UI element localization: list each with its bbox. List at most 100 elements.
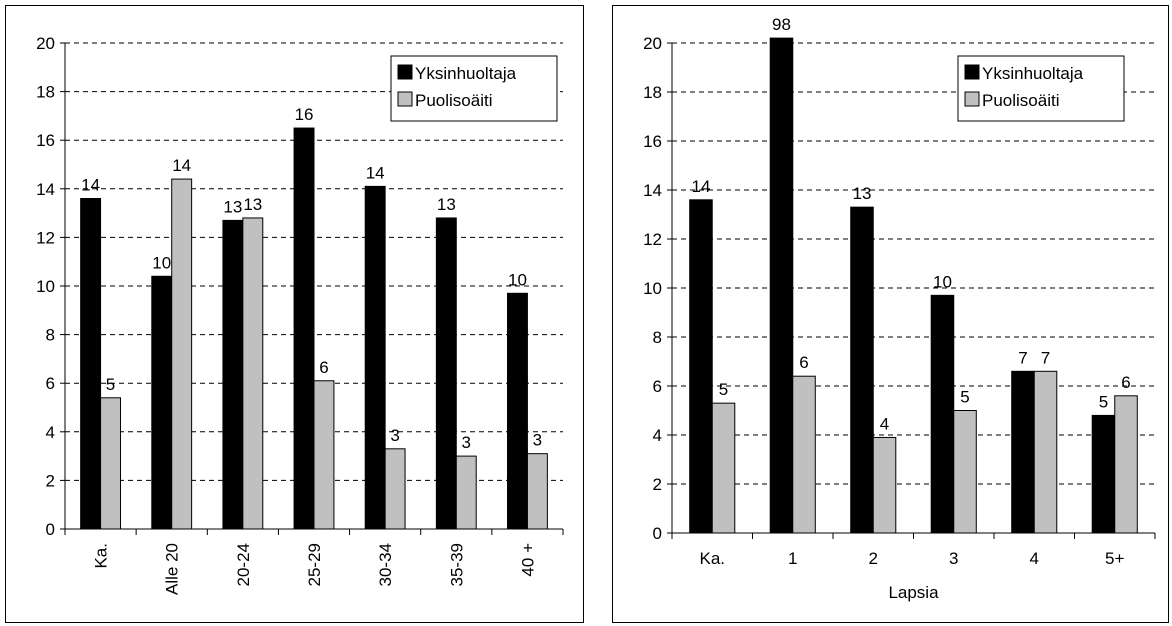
legend-swatch bbox=[964, 91, 980, 107]
children-count-chart-panel: 0 2 4 6 8 10 12 14 16 18 20 14 98 13 10 7 5 5 6 4 5 7 6 Ka. 1 2 3 4… bbox=[612, 5, 1169, 623]
bar-puolisoäiti bbox=[526, 453, 548, 530]
y-tick-label: 12 bbox=[36, 228, 55, 247]
y-tick-label: 16 bbox=[643, 132, 662, 151]
y-tick-label: 0 bbox=[653, 524, 662, 543]
x-tick-label: Alle 20 bbox=[163, 543, 182, 595]
legend-label: Puolisoäiti bbox=[415, 91, 493, 110]
x-tick-label: Ka. bbox=[92, 543, 111, 569]
bar-puolisoäiti bbox=[455, 455, 477, 530]
bar-puolisoäiti bbox=[313, 380, 335, 530]
data-label: 5 bbox=[960, 388, 969, 407]
y-tick-label: 6 bbox=[46, 374, 55, 393]
y-tick-label: 20 bbox=[36, 34, 55, 53]
data-label: 5 bbox=[719, 380, 728, 399]
bar-puolisoäiti bbox=[384, 448, 406, 530]
y-tick-label: 6 bbox=[653, 377, 662, 396]
bar-puolisoäiti bbox=[792, 375, 816, 534]
age-group-bar-chart: 0 2 4 6 8 10 12 14 16 18 20 14 10 13 16 14 13 10 5 14 13 6 3 3 3… bbox=[36, 34, 564, 595]
x-tick-label: 30-34 bbox=[376, 543, 395, 586]
bar-yksinhuoltaja bbox=[364, 185, 386, 530]
x-tick-label: 20-24 bbox=[234, 543, 253, 586]
x-tick-label: 1 bbox=[788, 549, 797, 568]
y-tick-label: 14 bbox=[643, 181, 662, 200]
y-tick-label: 4 bbox=[653, 426, 662, 445]
bar-yksinhuoltaja bbox=[1091, 414, 1116, 534]
data-label: 7 bbox=[1041, 348, 1050, 367]
data-label: 6 bbox=[1121, 373, 1130, 392]
data-label: 3 bbox=[390, 426, 399, 445]
bar-puolisoäiti bbox=[872, 436, 897, 534]
x-tick-label: 3 bbox=[949, 549, 958, 568]
y-tick-label: 2 bbox=[46, 471, 55, 490]
data-label: 7 bbox=[1018, 348, 1027, 367]
bar-puolisoäiti bbox=[1033, 370, 1058, 534]
data-label: 16 bbox=[295, 105, 314, 124]
bar-yksinhuoltaja bbox=[850, 206, 874, 534]
data-label: 10 bbox=[152, 253, 171, 272]
legend-swatch bbox=[397, 91, 413, 107]
y-tick-label: 0 bbox=[46, 520, 55, 539]
legend-swatch bbox=[964, 64, 980, 80]
bar-puolisoäiti bbox=[100, 397, 121, 530]
legend-label: Puolisoäiti bbox=[982, 91, 1060, 110]
legend-box bbox=[390, 55, 558, 122]
age-group-chart-panel: 0 2 4 6 8 10 12 14 16 18 20 14 10 13 16 14 13 10 5 14 13 6 3 3 3… bbox=[5, 5, 584, 623]
x-tick-label: 2 bbox=[869, 549, 878, 568]
data-label: 13 bbox=[243, 195, 262, 214]
bar-puolisoäiti bbox=[711, 402, 736, 534]
y-tick-label: 16 bbox=[36, 131, 55, 150]
y-tick-label: 18 bbox=[36, 83, 55, 102]
data-label: 14 bbox=[366, 163, 385, 182]
y-tick-label: 2 bbox=[653, 475, 662, 494]
data-label: 13 bbox=[437, 195, 456, 214]
bar-yksinhuoltaja bbox=[1011, 370, 1035, 534]
y-tick-label: 8 bbox=[46, 326, 55, 345]
bar-yksinhuoltaja bbox=[507, 292, 528, 530]
y-tick-label: 18 bbox=[643, 83, 662, 102]
data-label: 3 bbox=[533, 431, 542, 450]
y-tick-label: 20 bbox=[643, 34, 662, 53]
bar-yksinhuoltaja bbox=[151, 275, 173, 530]
x-tick-label: Ka. bbox=[699, 549, 725, 568]
data-label: 6 bbox=[319, 358, 328, 377]
data-label: 5 bbox=[106, 375, 115, 394]
bar-puolisoäiti bbox=[1114, 395, 1138, 534]
x-tick-label: 4 bbox=[1030, 549, 1039, 568]
data-label: 14 bbox=[81, 176, 100, 195]
data-label: 13 bbox=[853, 184, 872, 203]
data-label: 14 bbox=[692, 177, 711, 196]
bar-puolisoäiti bbox=[242, 217, 264, 530]
bar-yksinhuoltaja bbox=[769, 37, 794, 534]
bar-yksinhuoltaja bbox=[435, 217, 457, 530]
data-label: 10 bbox=[508, 270, 527, 289]
bar-puolisoäiti bbox=[171, 178, 193, 530]
bar-puolisoäiti bbox=[953, 410, 977, 534]
x-tick-label: 40 + bbox=[518, 543, 537, 577]
legend-label: Yksinhuoltaja bbox=[982, 64, 1084, 83]
y-tick-label: 10 bbox=[643, 279, 662, 298]
data-label: 4 bbox=[880, 414, 889, 433]
data-label: 5 bbox=[1099, 392, 1108, 411]
bar-yksinhuoltaja bbox=[930, 294, 955, 534]
data-label: 98 bbox=[772, 15, 791, 34]
data-label: 3 bbox=[462, 433, 471, 452]
y-tick-label: 8 bbox=[653, 328, 662, 347]
x-tick-label: 25-29 bbox=[305, 543, 324, 586]
y-tick-label: 14 bbox=[36, 180, 55, 199]
data-label: 14 bbox=[172, 156, 191, 175]
data-label: 6 bbox=[799, 353, 808, 372]
legend-swatch bbox=[397, 64, 413, 80]
legend-box bbox=[957, 55, 1125, 122]
bar-yksinhuoltaja bbox=[222, 219, 244, 530]
legend-label: Yksinhuoltaja bbox=[415, 64, 517, 83]
data-label: 13 bbox=[223, 197, 242, 216]
x-axis-title: Lapsia bbox=[888, 583, 939, 602]
bar-yksinhuoltaja bbox=[689, 199, 713, 534]
x-tick-label: 35-39 bbox=[447, 543, 466, 586]
y-tick-label: 12 bbox=[643, 230, 662, 249]
bar-yksinhuoltaja bbox=[80, 198, 102, 530]
x-tick-label: 5+ bbox=[1105, 549, 1124, 568]
y-tick-label: 4 bbox=[46, 423, 55, 442]
bar-yksinhuoltaja bbox=[293, 127, 315, 530]
